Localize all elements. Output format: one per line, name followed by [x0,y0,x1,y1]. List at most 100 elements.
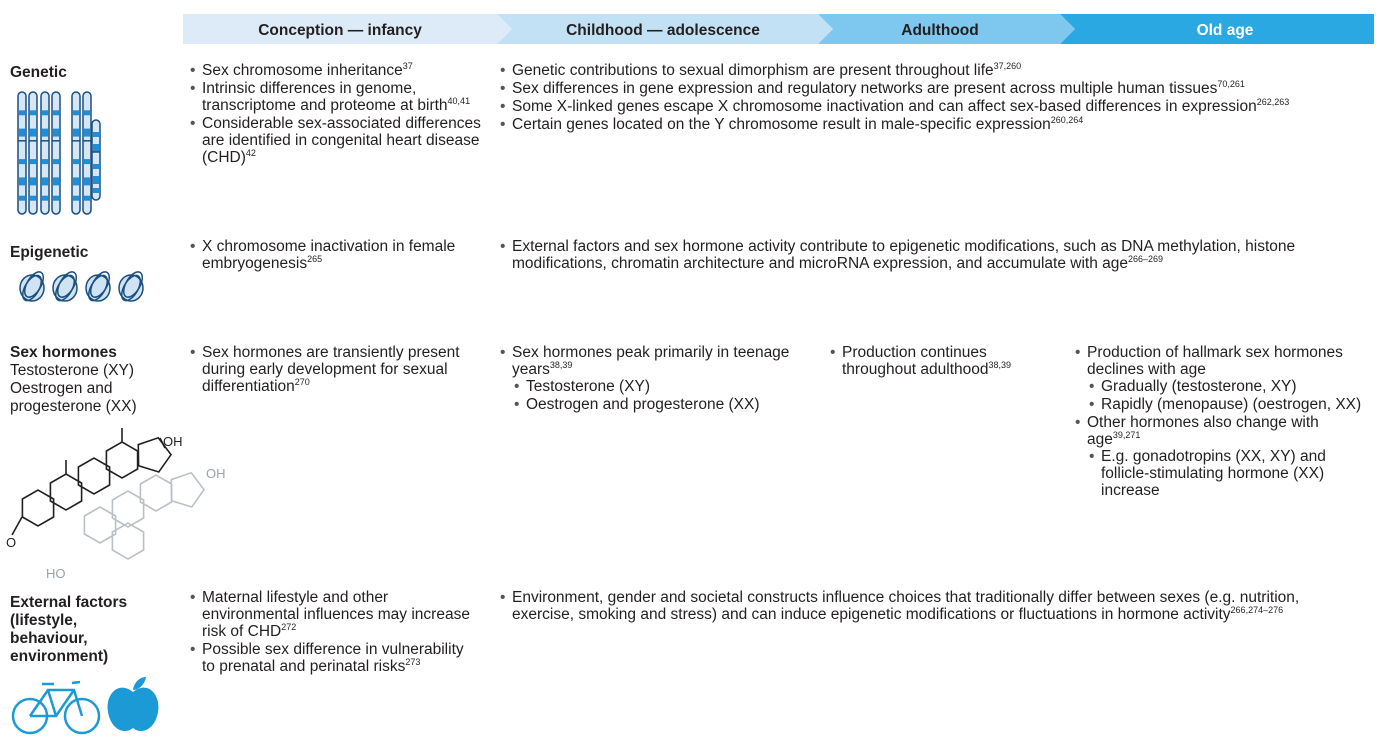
bullet-item: Sex hormones are transiently present dur… [190,344,475,395]
item-text: X chromosome inactivation in female embr… [202,238,456,272]
reference: 42 [245,148,256,158]
shape [139,474,173,512]
shape [19,110,25,116]
shape [19,177,25,186]
shape [77,457,111,495]
shape [73,195,79,201]
shape [93,144,99,152]
row-sublabel: Oestrogen and progesterone (XX) [10,380,137,415]
shape [93,164,99,169]
stage-label: Childhood — adolescence [566,22,760,39]
item-text: Sex differences in gene expression and r… [512,80,1218,97]
bullet-item: Production of hallmark sex hormones decl… [1075,344,1375,413]
bullet-item: Rapidly (menopause) (oestrogen, XX) [1089,396,1375,413]
shape [11,516,23,536]
shape [42,128,48,137]
bullet-item: Certain genes located on the Y chromosom… [500,116,1290,134]
shape [93,188,99,193]
item-text: Possible sex difference in vulnerability… [202,641,464,675]
item-text: Maternal lifestyle and other environment… [202,589,470,640]
apple-icon [107,677,159,732]
item-text: Production of hallmark sex hormones decl… [1087,344,1343,378]
cell: Environment, gender and societal constru… [500,589,1350,624]
item-text: Some X-linked genes escape X chromosome … [512,98,1257,115]
item-text: Considerable sex-associated differences … [202,115,481,166]
shape [30,128,36,137]
bullet-item: Considerable sex-associated differences … [190,115,490,166]
shape [84,128,90,137]
item-text: Oestrogen and progesterone (XX) [526,396,760,413]
item-text: Certain genes located on the Y chromosom… [512,116,1051,133]
bullet-item: Sex chromosome inheritance37 [190,62,490,80]
shape [21,489,55,527]
chromosome-icon [17,91,101,215]
stage-arrow [497,14,833,44]
item-text: Other hormones also change with age [1087,414,1319,448]
shape [83,506,117,544]
shape [53,195,59,201]
item-text: Environment, gender and societal constru… [512,589,1300,623]
reference: 38,39 [549,360,573,370]
cell: Sex hormones peak primarily in teenage y… [500,344,830,414]
shape [19,159,25,165]
shape [30,177,36,186]
bullet-item: Intrinsic differences in genome, transcr… [190,80,490,114]
shape [73,159,79,165]
stage-label: Old age [1197,22,1254,39]
reference: 266–269 [1128,254,1164,264]
stage-arrow [818,14,1075,44]
cell: X chromosome inactivation in female embr… [190,238,480,273]
reference: 40,41 [447,96,471,106]
shape [49,473,83,511]
row-label: Sex hormones [10,344,117,361]
cell: Maternal lifestyle and other environment… [190,589,480,676]
bullet-item: Gradually (testosterone, XY) [1089,378,1375,395]
nucleosome-icon [19,271,144,302]
shape [137,436,172,473]
shape [105,441,139,479]
bullet-item: Oestrogen and progesterone (XX) [514,396,830,413]
reference: 37,260 [993,61,1022,71]
shape [73,177,79,186]
stage-label: Conception — infancy [258,22,422,39]
row-sublabel: Testosterone (XY) [10,362,135,379]
bullet-item: Some X-linked genes escape X chromosome … [500,97,1290,116]
shape [84,159,90,165]
shape [84,110,90,116]
reference: 39,271 [1112,430,1141,440]
item-text: Rapidly (menopause) (oestrogen, XX) [1101,396,1362,413]
shape [159,437,166,449]
bullet-item: Production continues throughout adulthoo… [830,344,1065,378]
sub-list: E.g. gonadotropins (XX, XY) and follicle… [1089,448,1375,499]
shape [170,471,205,508]
shape [42,177,48,186]
shape [42,159,48,165]
shape [19,128,25,137]
reference: 265 [307,254,323,264]
bullet-item: External factors and sex hormone activit… [500,238,1345,272]
shape [73,110,79,116]
row-label: Genetic [10,64,67,81]
bullet-item: Possible sex difference in vulnerability… [190,641,480,675]
bullet-item: Maternal lifestyle and other environment… [190,589,480,640]
shape [111,522,145,560]
bullet-item: Other hormones also change with age39,27… [1075,414,1375,499]
cell: Sex chromosome inheritance37Intrinsic di… [190,62,490,167]
item-text: Genetic contributions to sexual dimorphi… [512,62,994,79]
structure-label: O [6,535,16,550]
steroid-structure [11,428,205,560]
reference: 262,263 [1256,97,1290,107]
shape [53,177,59,186]
item-text: E.g. gonadotropins (XX, XY) and follicle… [1101,448,1326,499]
shape [53,110,59,116]
shape [30,195,36,201]
shape [53,128,59,137]
reference: 70,261 [1217,79,1245,89]
item-text: Intrinsic differences in genome, transcr… [202,80,448,114]
structure-label: HO [46,566,66,581]
cell: External factors and sex hormone activit… [500,238,1345,273]
stage-arrow [1060,14,1374,44]
item-text: Sex hormones are transiently present dur… [202,344,460,395]
